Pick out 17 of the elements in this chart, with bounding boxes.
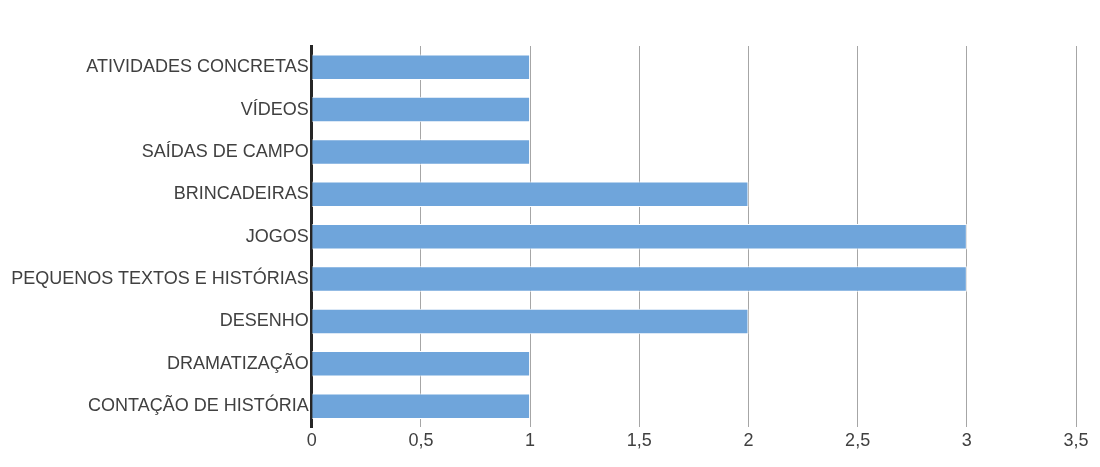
x-tick-label: 2,5: [845, 430, 871, 451]
x-tick-label: 2: [743, 430, 754, 451]
x-tick-label: 0: [306, 430, 317, 451]
x-tick-label: 1,5: [626, 430, 652, 451]
y-tick-label: DESENHO: [219, 310, 309, 331]
x-tick-label: 3,5: [1063, 430, 1089, 451]
y-tick-label: SAÍDAS DE CAMPO: [141, 140, 309, 161]
y-tick-label: VÍDEOS: [240, 98, 309, 119]
y-tick-label: CONTAÇÃO DE HISTÓRIA: [88, 394, 309, 416]
y-tick-label: JOGOS: [245, 225, 309, 246]
x-tick-label: 1: [525, 430, 536, 451]
y-tick-label: BRINCADEIRAS: [173, 183, 309, 204]
y-tick-label: DRAMATIZAÇÃO: [167, 351, 309, 373]
x-tick-label: 0,5: [408, 430, 434, 451]
y-tick-label: PEQUENOS TEXTOS E HISTÓRIAS: [11, 267, 309, 289]
y-tick-label: ATIVIDADES CONCRETAS: [86, 56, 309, 77]
x-tick-label: 3: [961, 430, 972, 451]
